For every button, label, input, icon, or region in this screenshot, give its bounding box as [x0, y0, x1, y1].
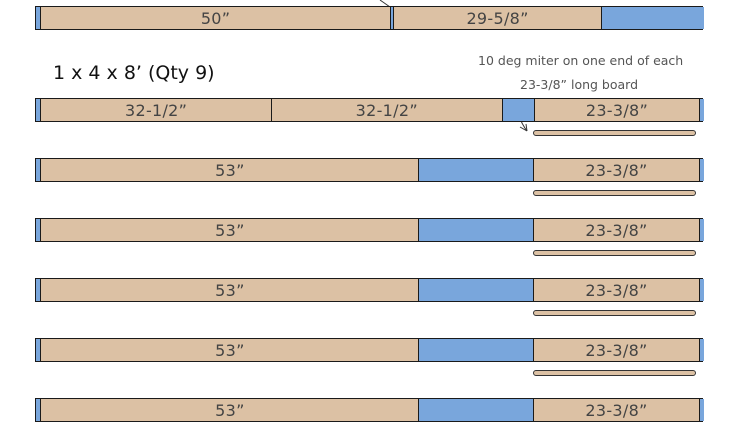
waste-segment	[700, 99, 704, 121]
cut-piece: 50”	[41, 7, 391, 29]
cut-piece: 32-1/2”	[271, 99, 503, 121]
board-spec-title: 1 x 4 x 8’ (Qty 9)	[53, 62, 215, 84]
cut-piece: 53”	[41, 219, 420, 241]
mitered-board-indicator	[533, 250, 696, 256]
cut-piece: 53”	[41, 339, 420, 361]
board-3: 53” 23-3/8”	[35, 158, 704, 182]
waste-segment	[390, 7, 395, 29]
waste-segment	[419, 339, 534, 361]
mitered-board-indicator	[533, 130, 696, 136]
miter-note-line-2: 23-3/8” long board	[520, 77, 639, 92]
board-1: 50” 29-5/8”	[35, 6, 704, 30]
cut-piece: 23-3/8”	[534, 99, 701, 121]
mitered-board-indicator	[533, 310, 696, 316]
waste-segment	[700, 219, 704, 241]
board-4: 53” 23-3/8”	[35, 218, 704, 242]
waste-segment	[502, 99, 535, 121]
waste-segment	[700, 339, 704, 361]
mitered-board-indicator	[533, 370, 696, 376]
cut-piece: 53”	[41, 279, 420, 301]
board-5: 53” 23-3/8”	[35, 278, 704, 302]
waste-segment	[36, 7, 42, 29]
cut-piece: 23-3/8”	[533, 219, 701, 241]
waste-segment	[419, 279, 534, 301]
waste-segment	[36, 339, 42, 361]
cut-piece: 29-5/8”	[394, 7, 602, 29]
board-7: 53” 23-3/8”	[35, 398, 704, 422]
cut-piece: 53”	[41, 159, 420, 181]
waste-segment	[700, 159, 704, 181]
waste-segment	[700, 279, 704, 301]
waste-segment	[36, 279, 42, 301]
cut-piece: 32-1/2”	[41, 99, 272, 121]
cut-piece: 53”	[41, 399, 420, 421]
waste-segment	[36, 159, 42, 181]
waste-segment	[419, 219, 534, 241]
cut-piece: 23-3/8”	[533, 399, 701, 421]
cut-piece: 23-3/8”	[533, 279, 701, 301]
miter-note-line-1: 10 deg miter on one end of each	[478, 53, 684, 68]
mitered-board-indicator	[533, 190, 696, 196]
board-6: 53” 23-3/8”	[35, 338, 704, 362]
waste-segment	[419, 399, 534, 421]
board-2: 32-1/2” 32-1/2” 23-3/8”	[35, 98, 704, 122]
waste-segment	[36, 99, 42, 121]
note-leader-arrow-head	[519, 123, 528, 132]
waste-segment	[419, 159, 534, 181]
waste-segment	[36, 219, 42, 241]
waste-segment	[601, 7, 704, 29]
waste-segment	[700, 399, 704, 421]
cut-piece: 23-3/8”	[533, 339, 701, 361]
cut-piece: 23-3/8”	[533, 159, 701, 181]
